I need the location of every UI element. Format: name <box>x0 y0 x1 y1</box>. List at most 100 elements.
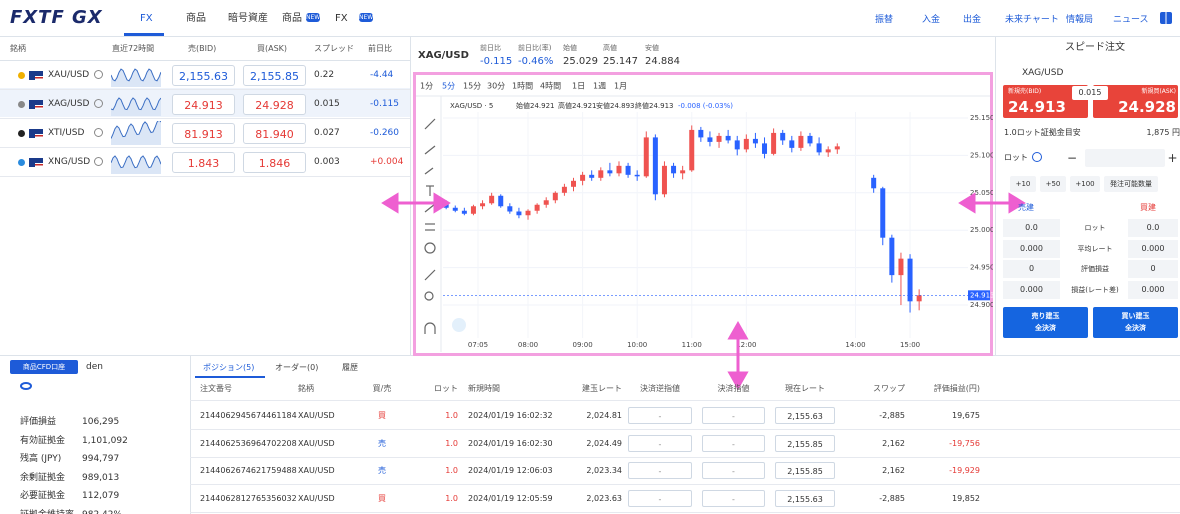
symbol[interactable]: XTI/USD <box>48 128 85 138</box>
left-divider <box>410 37 411 355</box>
spread: 0.22 <box>314 70 335 80</box>
candle-body <box>707 137 713 142</box>
cell[interactable]: - <box>702 489 765 507</box>
candle-body <box>680 170 686 174</box>
last-price-tag <box>968 290 990 301</box>
timeframe[interactable]: 5分 <box>442 82 455 91</box>
timeframe[interactable]: 1時間 <box>512 82 533 91</box>
nav-underline <box>124 33 164 36</box>
nav-link[interactable]: 入金 <box>922 15 941 25</box>
instrument-symbol: XAG/USD <box>418 50 469 61</box>
lot-input[interactable] <box>1085 149 1165 167</box>
cell: 2,155.85 <box>775 462 835 479</box>
position-tab[interactable]: 履歴 <box>342 363 358 372</box>
candle-body <box>880 188 886 238</box>
nav-tab[interactable]: FX <box>335 13 348 24</box>
position-tab[interactable]: ポジション(5) <box>203 363 255 372</box>
bid-price[interactable]: 1.843 <box>172 152 235 173</box>
candle-body <box>771 132 777 154</box>
cell: 売 <box>378 466 386 475</box>
candle-body <box>534 204 540 211</box>
table-header: 現在レート <box>785 384 825 393</box>
quick-button[interactable]: 発注可能数量 <box>1104 176 1158 192</box>
nav-badge: NEW <box>359 13 374 22</box>
bid-price[interactable]: 81.913 <box>172 123 235 144</box>
nav-link[interactable]: 情報局 <box>1066 15 1094 25</box>
cell[interactable]: - <box>628 489 692 507</box>
account-tab[interactable]: 商品CFD口座 <box>10 360 78 374</box>
quick-button[interactable]: +50 <box>1040 176 1066 192</box>
table-header: 新規時間 <box>468 384 500 393</box>
cell: 1.0 <box>445 493 458 503</box>
cell[interactable]: - <box>628 462 692 479</box>
stat-value: -0.46% <box>518 56 554 67</box>
ask-price[interactable]: 2,155.85 <box>243 65 306 86</box>
timeframe[interactable]: 30分 <box>487 82 505 91</box>
sell-cell: 0.000 <box>1003 239 1060 258</box>
candle-body <box>480 203 486 207</box>
cell: 買 <box>378 411 386 420</box>
ask-price[interactable]: 81.940 <box>243 123 306 144</box>
timeframe[interactable]: 15分 <box>463 82 481 91</box>
symbol[interactable]: XNG/USD <box>48 157 91 167</box>
timeframe[interactable]: 4時間 <box>540 82 561 91</box>
stat-label: 前日比(率) <box>518 44 552 52</box>
table-header: 建玉レート <box>582 384 622 393</box>
candle-body <box>816 143 822 153</box>
change: -0.115 <box>370 99 400 109</box>
candle-body <box>443 204 449 208</box>
quick-button[interactable]: +100 <box>1070 176 1100 192</box>
menu-icon[interactable] <box>1160 12 1172 24</box>
quick-button[interactable]: +10 <box>1010 176 1036 192</box>
cell[interactable]: - <box>628 434 692 452</box>
nav-tab[interactable]: FX <box>140 13 153 24</box>
nav-tab[interactable]: 暗号資産 <box>228 13 268 24</box>
nav-link[interactable]: ニュース <box>1113 15 1149 25</box>
timeframe[interactable]: 1分 <box>420 82 433 91</box>
y-tick-label: 25.100 <box>970 151 993 159</box>
lot-help <box>1032 152 1042 162</box>
ask-price[interactable]: 1.846 <box>243 152 306 173</box>
close-all-button[interactable] <box>1003 307 1088 338</box>
position-tab[interactable]: オーダー(0) <box>275 363 319 372</box>
buy-cell: 0 <box>1128 260 1178 278</box>
so-symbol: XAG/USD <box>1022 68 1064 78</box>
candle-body <box>834 146 840 150</box>
stat-label: 前日比 <box>480 44 501 52</box>
watch-header: 買(ASK) <box>257 44 288 53</box>
eye-icon <box>20 382 32 390</box>
cell[interactable]: - <box>702 407 765 424</box>
legend-symbol: XAG/USD · 5 <box>450 102 493 110</box>
symbol[interactable]: XAU/USD <box>48 70 90 80</box>
watch-header: 直近72時間 <box>112 44 155 53</box>
cell[interactable]: - <box>702 434 765 452</box>
nav-tab[interactable]: 商品 <box>282 13 302 24</box>
cell[interactable]: - <box>702 462 765 479</box>
asset-icon <box>18 101 25 108</box>
account-divider <box>190 355 191 514</box>
timeframe[interactable]: 1週 <box>593 82 606 91</box>
nav-link[interactable]: 振替 <box>875 15 894 25</box>
row-border <box>190 484 1180 485</box>
timeframe[interactable]: 1日 <box>572 82 585 91</box>
symbol[interactable]: XAG/USD <box>48 99 90 109</box>
cell: -2,885 <box>879 493 905 503</box>
nav-tab[interactable]: 商品 <box>186 13 206 24</box>
bid-price[interactable]: 24.913 <box>172 94 235 115</box>
timeframe[interactable]: 1月 <box>614 82 627 91</box>
drawing-tools <box>424 118 436 334</box>
candle-body <box>807 135 813 144</box>
lot-minus[interactable]: − <box>1066 151 1078 165</box>
bid-price[interactable]: 2,155.63 <box>172 65 235 86</box>
nav-link[interactable]: 出金 <box>963 15 982 25</box>
cell[interactable]: - <box>628 407 692 424</box>
candle-body <box>470 206 476 214</box>
stat-label: 安値 <box>645 44 659 52</box>
cell: 2,024.49 <box>586 438 622 448</box>
ask-price[interactable]: 24.928 <box>243 94 306 115</box>
nav-link[interactable]: 未来チャート <box>1005 15 1059 25</box>
lot-plus[interactable]: + <box>1167 151 1178 165</box>
close-all-button[interactable] <box>1093 307 1178 338</box>
account-label: 残高 (JPY) <box>20 454 62 464</box>
watch-header: 前日比 <box>368 44 392 53</box>
